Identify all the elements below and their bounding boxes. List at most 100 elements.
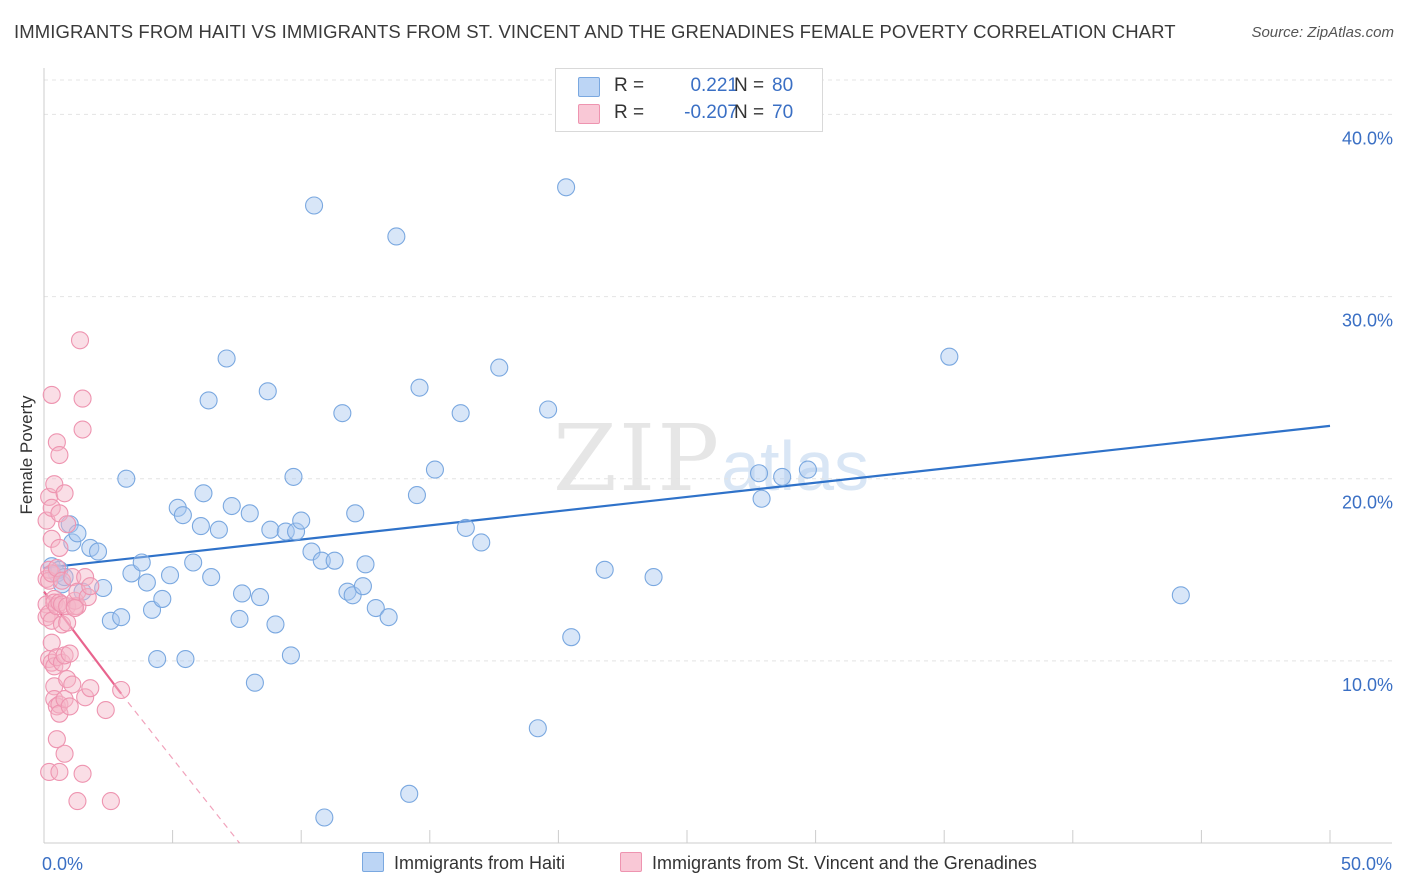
source-credit: Source: ZipAtlas.com — [1251, 24, 1394, 41]
haiti-point — [425, 460, 444, 479]
haiti-point — [798, 460, 817, 479]
svg-point — [50, 538, 69, 557]
svg-point — [73, 389, 92, 408]
y-tick-label: 10.0% — [1342, 675, 1393, 695]
haiti-point — [209, 520, 228, 539]
haiti-point — [644, 568, 663, 587]
svg-point — [42, 385, 61, 404]
watermark-zip: ZIP — [553, 405, 722, 512]
haiti-point — [266, 615, 285, 634]
haiti-point — [250, 588, 270, 607]
haiti-point — [199, 391, 218, 410]
haiti-point — [557, 178, 576, 197]
y-tick-label: 20.0% — [1342, 493, 1393, 513]
haiti-point — [258, 382, 277, 401]
haiti-point — [88, 542, 108, 561]
haiti-point — [539, 400, 558, 419]
svg-point — [81, 577, 100, 596]
watermark: ZIPatlas — [553, 405, 869, 512]
haiti-point — [222, 496, 241, 516]
x-tick-label: 50.0% — [1341, 854, 1392, 874]
haiti-point — [137, 573, 156, 592]
svg-point — [76, 688, 95, 707]
haiti-point — [490, 358, 509, 377]
haiti-point — [456, 518, 475, 537]
haiti-point — [176, 649, 195, 669]
svg-point — [52, 571, 72, 590]
haiti-point — [101, 611, 120, 630]
svg-point — [60, 644, 79, 663]
n-label: N = — [734, 102, 765, 123]
haiti-point — [472, 533, 491, 552]
trend-lines — [43, 424, 1331, 844]
watermark-atlas: atlas — [721, 427, 870, 505]
haiti-point — [366, 598, 385, 618]
haiti-point — [148, 649, 167, 669]
haiti-trend-line — [43, 424, 1331, 570]
y-tick-label: 40.0% — [1342, 128, 1393, 148]
n-label: N = — [734, 75, 765, 96]
correlation-stats-box: R = 0.221 N = 80 R = -0.207 N = 70 — [555, 68, 823, 132]
haiti-point — [284, 467, 303, 486]
svg-point — [55, 744, 74, 763]
n-value: 70 — [772, 102, 794, 123]
haiti-point — [305, 196, 324, 215]
haiti-point — [292, 511, 311, 530]
haiti-point — [343, 586, 362, 605]
svg-point — [73, 420, 92, 439]
r-label: R = — [614, 75, 645, 96]
haiti-point — [400, 784, 419, 803]
svg-point — [45, 475, 64, 494]
svg-point — [47, 730, 66, 749]
haiti-point — [1171, 586, 1190, 605]
svg-trend-extension — [120, 693, 240, 844]
svg-point — [68, 792, 87, 811]
svg-point — [58, 670, 77, 689]
haiti-point — [217, 349, 236, 368]
haiti-point — [528, 719, 547, 738]
svg-point — [76, 568, 95, 587]
svg-point — [63, 675, 82, 694]
haiti-point — [232, 584, 252, 603]
legend-label: Immigrants from Haiti — [394, 853, 566, 873]
haiti-point — [387, 227, 406, 246]
haiti-point — [184, 553, 203, 572]
haiti-point — [191, 517, 210, 536]
haiti-legend-swatch — [362, 852, 384, 872]
svg-point — [70, 331, 90, 350]
haiti-point — [261, 520, 280, 539]
haiti-point — [245, 673, 264, 692]
haiti-point — [194, 484, 213, 503]
svg-point — [78, 588, 97, 607]
svg-point — [50, 762, 69, 782]
haiti-point — [333, 404, 352, 423]
st-vincent-swatch — [578, 104, 600, 124]
svg-point — [65, 598, 84, 618]
haiti-point — [451, 404, 470, 423]
legend-item-haiti[interactable]: Immigrants from Haiti — [362, 852, 565, 876]
haiti-point — [749, 464, 769, 483]
svg-trend-line — [43, 590, 123, 695]
haiti-point — [153, 589, 172, 608]
haiti-point — [68, 524, 87, 543]
svg-point — [42, 529, 61, 548]
haiti-point — [410, 378, 429, 397]
haiti-point — [312, 551, 331, 570]
r-label: R = — [614, 102, 645, 123]
data-points — [37, 178, 1190, 827]
haiti-point — [379, 608, 398, 627]
tick-labels: 10.0% 20.0% 30.0% 40.0% 0.0% 50.0% — [42, 128, 1393, 874]
svg-point — [101, 792, 120, 811]
svg-point — [40, 762, 59, 782]
haiti-point — [353, 577, 372, 596]
legend-item-st-vincent[interactable]: Immigrants from St. Vincent and the Gren… — [620, 852, 1037, 876]
haiti-point — [276, 522, 295, 541]
haiti-point — [112, 608, 131, 627]
haiti-point — [325, 551, 344, 570]
svg-point — [58, 613, 77, 632]
haiti-point — [117, 469, 136, 488]
haiti-point — [230, 609, 249, 629]
haiti-point — [160, 566, 180, 585]
svg-point — [47, 697, 66, 716]
gridlines — [44, 79, 1392, 662]
